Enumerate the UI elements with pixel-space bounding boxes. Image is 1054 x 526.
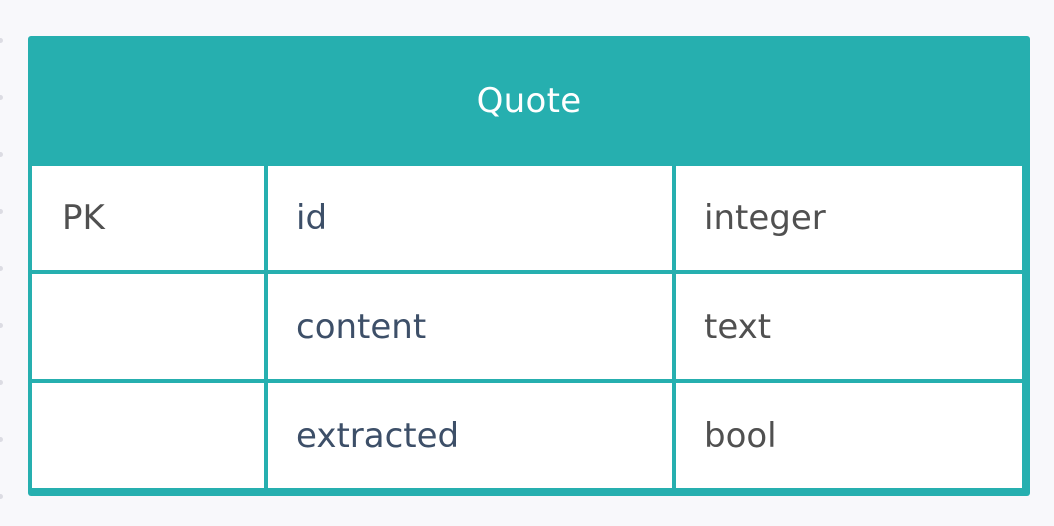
row-3-attribute[interactable]: extracted	[268, 383, 672, 488]
row-1-key[interactable]: PK	[32, 166, 264, 270]
row-3-key[interactable]	[32, 383, 264, 488]
row-2-key[interactable]	[32, 274, 264, 379]
canvas-grid-dots	[0, 0, 6, 526]
entity-quote[interactable]: Quote PK id integer content text extract…	[28, 36, 1030, 496]
row-1-attribute[interactable]: id	[268, 166, 672, 270]
entity-attribute-table: PK id integer content text extracted boo…	[32, 166, 1026, 488]
row-1-type[interactable]: integer	[676, 166, 1022, 270]
row-3-type[interactable]: bool	[676, 383, 1022, 488]
entity-title[interactable]: Quote	[476, 81, 582, 121]
row-2-type[interactable]: text	[676, 274, 1022, 379]
row-2-attribute[interactable]: content	[268, 274, 672, 379]
